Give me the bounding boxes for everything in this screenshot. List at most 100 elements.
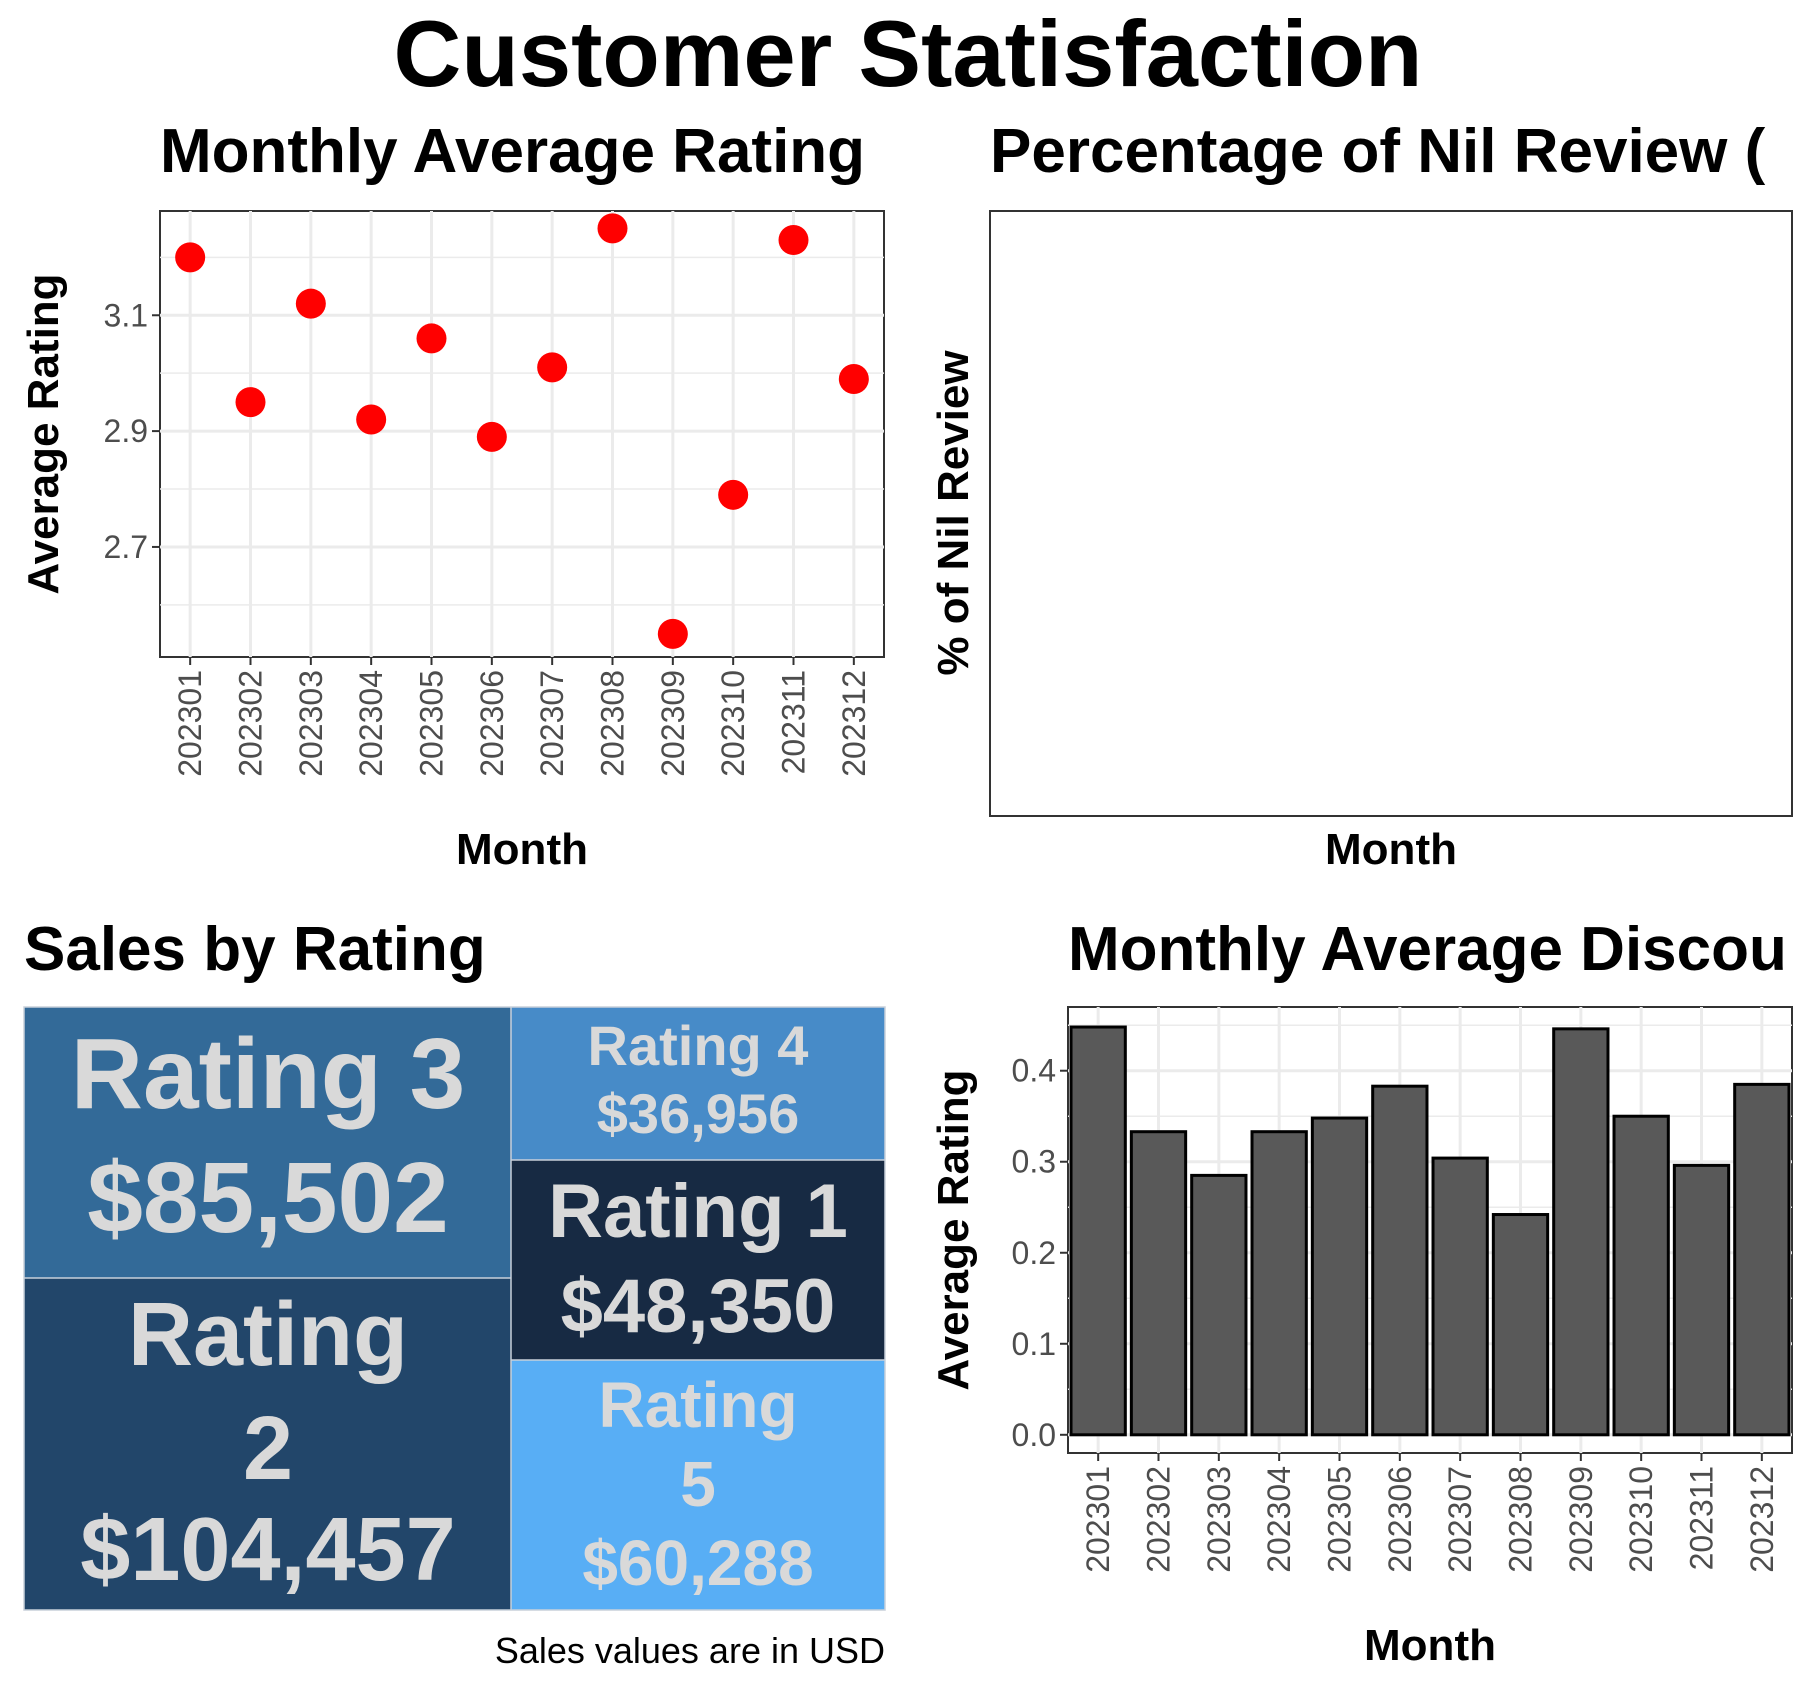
treemap-label-rating-3: Rating 3 (71, 1018, 465, 1130)
discount-bar-y-tick-label: 0.4 (1012, 1053, 1056, 1089)
rating-scatter-x-tick-label: 202310 (715, 670, 751, 777)
rating-scatter-x-tick-label: 202308 (595, 670, 631, 777)
nil-review-title: Percentage of Nil Review ( (990, 117, 1766, 186)
discount-bar-202309 (1552, 1027, 1610, 1437)
sales-treemap-panel: Sales by Rating Rating 3 $85,502 Rating … (23, 915, 886, 1671)
discount-bar-x-tick-label: 202305 (1322, 1466, 1358, 1573)
discount-bar-202310 (1612, 1114, 1670, 1437)
discount-bar-x-tick-label: 202311 (1684, 1466, 1720, 1570)
rating-scatter-x-tick-label: 202303 (293, 670, 329, 777)
rating-scatter-x-tick-label: 202307 (534, 670, 570, 777)
rating-point-202305 (416, 323, 447, 354)
discount-bar-title: Monthly Average Discou (1068, 915, 1787, 984)
discount-bar-bars (1069, 1025, 1791, 1437)
sales-treemap-caption: Sales values are in USD (495, 1630, 885, 1671)
treemap-cell-rating-4 (511, 1007, 885, 1160)
discount-bar-202303 (1190, 1173, 1248, 1437)
discount-bar-202305 (1310, 1116, 1369, 1437)
rating-point-202309 (657, 618, 688, 649)
treemap-label-rating-5-word: Rating (598, 1369, 797, 1441)
rating-scatter-title: Monthly Average Rating (160, 117, 865, 186)
treemap-label-rating-1: Rating 1 (548, 1169, 848, 1254)
rating-scatter-y-tick-label: 2.9 (104, 413, 148, 449)
rating-scatter-plot-area (159, 210, 885, 658)
discount-bar-x-tick-label: 202307 (1442, 1466, 1478, 1573)
rating-point-202311 (778, 224, 809, 255)
treemap-value-rating-2: $104,457 (80, 1500, 455, 1600)
discount-bar-y-tick-label: 0.2 (1012, 1235, 1056, 1271)
nil-review-plot-area (989, 210, 1793, 817)
discount-bar-202308 (1491, 1213, 1550, 1437)
rating-scatter-x-tick-label: 202312 (836, 670, 872, 777)
nil-review-y-label: % of Nil Review (929, 350, 978, 676)
discount-bar-plot-area (1067, 1006, 1793, 1454)
discount-bar-x-tick-label: 202309 (1563, 1466, 1599, 1573)
discount-bar-x-ticks: 202301 202302 202303 202304 202305 202306 2023… (1080, 1453, 1780, 1573)
discount-bar-y-tick-label: 0.1 (1012, 1326, 1056, 1362)
rating-point-202302 (235, 387, 266, 418)
discount-bar-y-tick-label: 0.0 (1012, 1417, 1056, 1453)
treemap-value-rating-3: $85,502 (87, 1142, 448, 1254)
rating-scatter-x-ticks: 202301 202302 202303 202304 202305 202306 2023… (172, 657, 872, 777)
discount-bar-x-tick-label: 202312 (1744, 1466, 1780, 1573)
rating-point-202307 (537, 352, 568, 383)
rating-point-202306 (476, 421, 507, 452)
discount-bar-x-tick-label: 202308 (1503, 1466, 1539, 1573)
discount-bar-x-tick-label: 202302 (1141, 1466, 1177, 1573)
nil-review-panel: Percentage of Nil Review ( Month % of Ni… (929, 117, 1793, 874)
treemap-cell-rating-2 (24, 1278, 511, 1610)
sales-treemap-title: Sales by Rating (24, 915, 486, 984)
discount-bar-x-tick-label: 202303 (1201, 1466, 1237, 1573)
treemap-value-rating-1: $48,350 (561, 1264, 836, 1349)
rating-point-202301 (175, 242, 206, 273)
treemap-value-rating-4: $36,956 (597, 1082, 799, 1145)
discount-bar-202302 (1129, 1130, 1188, 1437)
treemap-cell-rating-1 (511, 1160, 885, 1360)
rating-point-202312 (838, 363, 869, 394)
rating-point-202308 (597, 213, 628, 244)
treemap-cell-borders (23, 1006, 886, 1611)
treemap-label-rating-5-number: 5 (680, 1448, 716, 1520)
rating-scatter-points (175, 213, 869, 649)
discount-bar-202301 (1069, 1025, 1127, 1437)
rating-scatter-x-tick-label: 202301 (172, 670, 208, 777)
rating-scatter-x-tick-label: 202306 (474, 670, 510, 777)
discount-bar-y-label: Average Rating (929, 1069, 978, 1390)
rating-scatter-x-tick-label: 202311 (776, 670, 812, 774)
rating-scatter-y-label: Average Rating (19, 273, 68, 594)
discount-bar-y-tick-label: 0.3 (1012, 1144, 1056, 1180)
rating-scatter-y-tick-label: 3.1 (104, 297, 148, 333)
rating-scatter-y-ticks: 2.7 2.9 3.1 (104, 297, 160, 565)
treemap-cell-rating-5 (511, 1360, 885, 1610)
discount-bar-x-tick-label: 202310 (1623, 1466, 1659, 1573)
discount-bar-202312 (1733, 1082, 1791, 1437)
discount-bar-x-tick-label: 202301 (1080, 1466, 1116, 1573)
rating-point-202310 (718, 479, 749, 510)
treemap-value-rating-5: $60,288 (582, 1527, 813, 1599)
rating-point-202303 (295, 288, 326, 319)
treemap-cell-rating-3 (24, 1007, 511, 1278)
discount-bar-x-tick-label: 202304 (1261, 1466, 1297, 1573)
rating-scatter-panel: Monthly Average Rating 2.72.93.1 202301 2… (19, 117, 885, 874)
discount-bar-x-label: Month (1364, 1621, 1496, 1670)
rating-scatter-x-label: Month (456, 825, 588, 874)
rating-scatter-x-tick-label: 202302 (233, 670, 269, 777)
rating-scatter-x-tick-label: 202309 (655, 670, 691, 777)
discount-bar-202307 (1431, 1156, 1489, 1437)
discount-bar-202311 (1672, 1163, 1731, 1437)
nil-review-x-label: Month (1325, 825, 1457, 874)
discount-bar-panel: Monthly Average Discou 0.0 0.1 0.2 0.3 0.4 2… (929, 915, 1793, 1670)
rating-scatter-x-tick-label: 202304 (353, 670, 389, 777)
treemap-label-rating-4: Rating 4 (588, 1014, 809, 1077)
dashboard-title: Customer Statisfaction (394, 1, 1423, 106)
treemap-label-rating-2-number: 2 (243, 1399, 293, 1499)
rating-scatter-x-tick-label: 202305 (414, 670, 450, 777)
discount-bar-x-tick-label: 202306 (1382, 1466, 1418, 1573)
rating-point-202304 (356, 404, 387, 435)
treemap-label-rating-2-word: Rating (128, 1285, 408, 1385)
discount-bar-202306 (1371, 1084, 1429, 1437)
discount-bar-202304 (1250, 1130, 1308, 1437)
discount-bar-y-ticks: 0.0 0.1 0.2 0.3 0.4 (1012, 1053, 1068, 1453)
rating-scatter-y-tick-label: 2.7 (104, 529, 148, 565)
